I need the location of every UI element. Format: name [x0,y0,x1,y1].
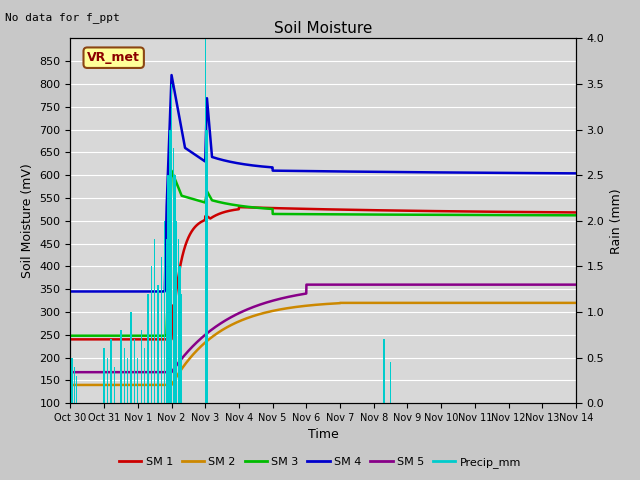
Bar [120,330,122,403]
Bar [161,257,162,403]
Bar [144,348,145,403]
Bar [113,367,115,403]
Bar [141,330,142,403]
X-axis label: Time: Time [308,429,339,442]
Y-axis label: Soil Moisture (mV): Soil Moisture (mV) [21,163,34,278]
Bar [206,130,207,403]
Bar [171,84,172,403]
Bar [154,239,156,403]
Bar [110,339,111,403]
Bar [168,175,169,403]
Bar [150,266,152,403]
Bar [127,358,129,403]
Bar [176,221,177,403]
Bar [166,239,167,403]
Bar [390,362,391,403]
Bar [157,285,159,403]
Bar [205,38,206,403]
Bar [131,312,132,403]
Bar [174,175,175,403]
Bar [74,367,75,403]
Bar [134,339,135,403]
Bar [177,239,179,403]
Bar [124,348,125,403]
Bar [164,221,166,403]
Bar [173,148,174,403]
Title: Soil Moisture: Soil Moisture [274,21,372,36]
Bar [76,376,77,403]
Bar [169,130,170,403]
Bar [179,266,180,403]
Bar [72,358,73,403]
Legend: SM 1, SM 2, SM 3, SM 4, SM 5, Precip_mm: SM 1, SM 2, SM 3, SM 4, SM 5, Precip_mm [115,452,525,472]
Y-axis label: Rain (mm): Rain (mm) [610,188,623,253]
Bar [104,348,105,403]
Text: VR_met: VR_met [87,51,140,64]
Bar [147,294,148,403]
Bar [383,339,385,403]
Text: No data for f_ppt: No data for f_ppt [5,12,120,23]
Bar [137,358,138,403]
Bar [181,294,182,403]
Bar [107,358,108,403]
